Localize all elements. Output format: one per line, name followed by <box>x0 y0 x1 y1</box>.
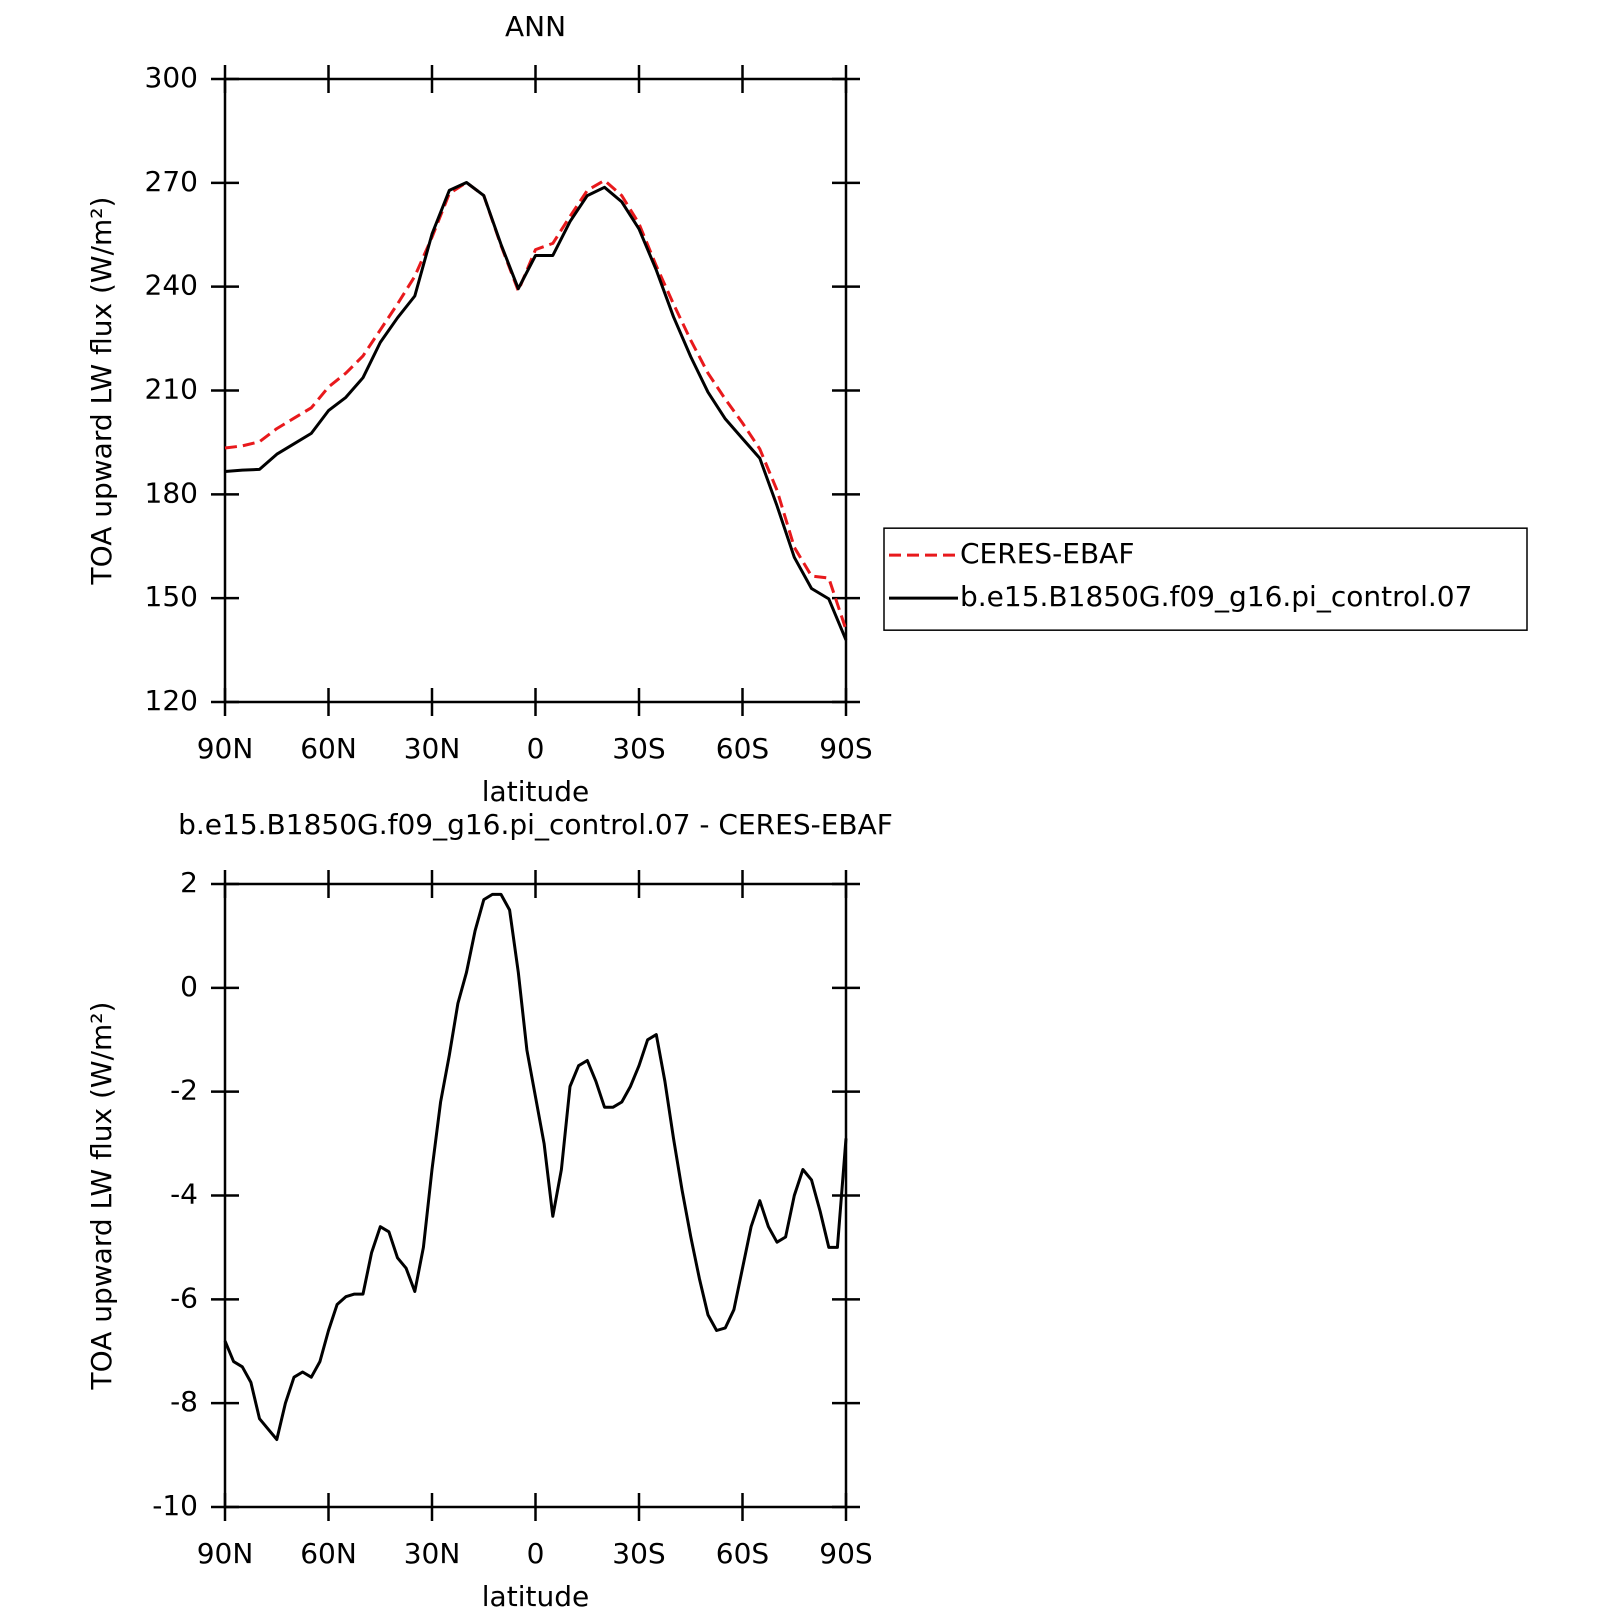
y-tick-label: 210 <box>145 373 198 406</box>
y-tick-label: 2 <box>180 866 198 899</box>
y-tick-label: 150 <box>145 580 198 613</box>
y-tick-label: -2 <box>170 1074 198 1107</box>
x-tick-label: 90S <box>819 732 872 765</box>
y-axis-label: TOA upward LW flux (W/m²) <box>85 197 118 586</box>
legend-label: b.e15.B1850G.f09_g16.pi_control.07 <box>960 580 1472 613</box>
y-tick-label: 120 <box>145 684 198 717</box>
x-tick-label: 60S <box>716 732 769 765</box>
chart-title: b.e15.B1850G.f09_g16.pi_control.07 - CER… <box>178 808 893 841</box>
x-axis-label: latitude <box>482 775 589 808</box>
x-tick-label: 30S <box>612 732 665 765</box>
x-tick-label: 30N <box>404 732 461 765</box>
data-line <box>224 181 848 641</box>
y-tick-label: 180 <box>145 476 198 509</box>
x-tick-label: 30S <box>612 1537 665 1570</box>
plot-frame <box>223 882 848 1509</box>
x-tick-label: 60N <box>300 732 357 765</box>
y-tick-label: -4 <box>170 1178 198 1211</box>
x-tick-label: 30N <box>404 1537 461 1570</box>
y-tick-label: 240 <box>145 269 198 302</box>
x-axis-label: latitude <box>482 1580 589 1613</box>
x-tick-label: 90N <box>197 1537 254 1570</box>
plot-frame <box>223 77 848 704</box>
x-tick-label: 0 <box>527 1537 545 1570</box>
data-line <box>223 892 848 1441</box>
y-tick-label: -10 <box>152 1489 198 1522</box>
y-tick-label: 300 <box>145 61 198 94</box>
y-tick-label: 270 <box>145 165 198 198</box>
x-tick-label: 90N <box>197 732 254 765</box>
legend: CERES-EBAF b.e15.B1850G.f09_g16.pi_contro… <box>883 527 1528 631</box>
data-line <box>224 178 848 631</box>
legend-box <box>883 527 1528 631</box>
y-tick-label: -8 <box>170 1385 198 1418</box>
chart-title: ANN <box>505 10 566 43</box>
y-axis-label: TOA upward LW flux (W/m²) <box>85 1002 118 1391</box>
y-tick-label: -6 <box>170 1281 198 1314</box>
legend-label: CERES-EBAF <box>960 537 1134 570</box>
x-tick-label: 60N <box>300 1537 357 1570</box>
x-tick-label: 90S <box>819 1537 872 1570</box>
x-tick-label: 0 <box>527 732 545 765</box>
x-tick-label: 60S <box>716 1537 769 1570</box>
y-tick-label: 0 <box>180 970 198 1003</box>
